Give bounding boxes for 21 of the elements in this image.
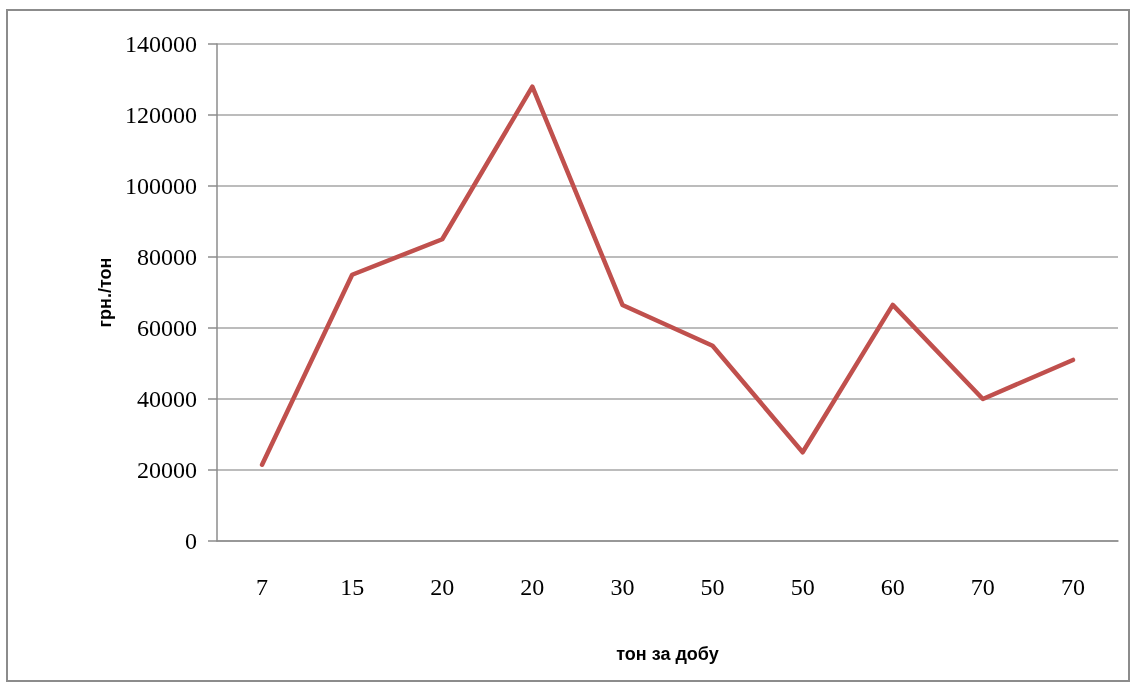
x-tick-label: 15: [340, 574, 365, 600]
y-tick-label: 120000: [125, 102, 197, 128]
y-tick-label: 80000: [137, 244, 197, 270]
x-tick-label: 50: [700, 574, 725, 600]
y-tick-label: 100000: [125, 173, 197, 199]
y-tick-label: 40000: [137, 386, 197, 412]
x-tick-label: 7: [256, 574, 269, 600]
x-tick-label: 30: [610, 574, 635, 600]
y-tick-label: 140000: [125, 31, 197, 57]
y-tick-label: 20000: [137, 457, 197, 483]
x-axis-title: тон за добу: [616, 644, 719, 664]
x-tick-label: 60: [880, 574, 905, 600]
x-tick-label: 70: [970, 574, 995, 600]
x-tick-label: 20: [430, 574, 455, 600]
x-tick-label: 50: [790, 574, 815, 600]
x-tick-label: 20: [520, 574, 545, 600]
line-series: [259, 84, 1076, 467]
y-tick-label: 0: [185, 528, 197, 554]
y-tick-label: 60000: [137, 315, 197, 341]
y-axis-title: грн./тон: [95, 257, 116, 328]
x-tick-label: 70: [1060, 574, 1085, 600]
